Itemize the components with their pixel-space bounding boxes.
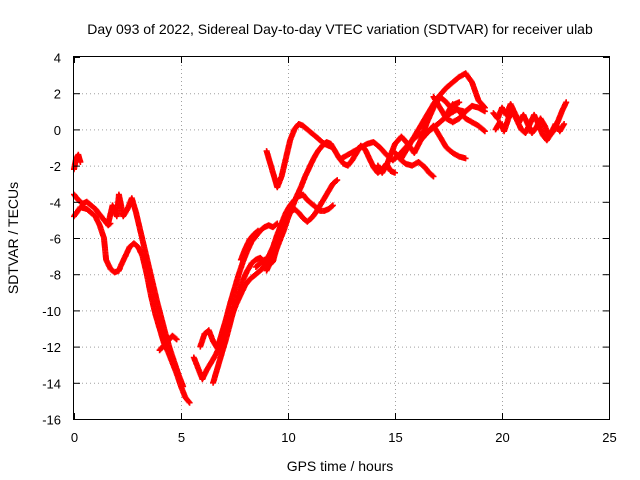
data-point: [180, 383, 187, 390]
data-point: [329, 144, 336, 151]
series-track-22: [492, 108, 568, 144]
data-point: [255, 227, 261, 234]
y-tick-label: -6: [49, 232, 61, 247]
data-point: [186, 399, 193, 406]
data-point: [430, 173, 437, 180]
data-series: [71, 70, 570, 406]
x-tick-label: 15: [388, 430, 402, 445]
series-track-11: [252, 177, 341, 270]
series-track-17: [430, 93, 488, 126]
data-point: [172, 335, 179, 342]
data-point: [456, 99, 463, 106]
y-tick-label: -2: [49, 159, 61, 174]
data-point: [561, 121, 568, 127]
data-point: [185, 398, 192, 405]
series-track-12: [237, 227, 261, 263]
series-track-9: [210, 191, 336, 386]
series-track-6: [156, 332, 180, 354]
x-axis-label: GPS time / hours: [287, 458, 394, 474]
chart-title: Day 093 of 2022, Sidereal Day-to-day VTE…: [87, 21, 593, 37]
x-tick-label: 25: [602, 430, 616, 445]
series-track-1: [71, 151, 84, 173]
series-track-2: [71, 204, 129, 276]
y-tick-label: 4: [54, 51, 61, 66]
series-track-18: [417, 122, 469, 162]
data-point: [329, 202, 336, 209]
axis-ticks: -16 -14 -12 -10 -8 -6 -4 -2 0 2 4 0 5 10 15 20 25: [42, 51, 617, 446]
data-point: [77, 159, 84, 165]
series-track-5: [105, 191, 187, 390]
y-tick-label: -14: [42, 376, 61, 391]
x-tick-label: 10: [281, 430, 295, 445]
data-point: [462, 155, 469, 162]
series-track-19: [396, 155, 437, 180]
grid: [74, 57, 609, 419]
data-point: [333, 178, 340, 184]
y-tick-label: -8: [49, 268, 61, 283]
data-point: [429, 172, 436, 179]
y-tick-label: -12: [42, 340, 61, 355]
x-tick-label: 5: [178, 430, 185, 445]
y-tick-label: -16: [42, 413, 61, 428]
y-tick-label: -10: [42, 304, 61, 319]
data-point: [254, 228, 260, 235]
data-point: [481, 128, 488, 135]
data-point: [563, 99, 570, 106]
data-point: [328, 203, 335, 210]
x-tick-label: 0: [71, 430, 78, 445]
data-point: [480, 127, 487, 134]
plot-frame: [73, 56, 610, 420]
y-tick-label: 2: [54, 87, 61, 102]
series-track-13: [263, 121, 336, 191]
y-axis-label: SDTVAR / TECUs: [5, 182, 21, 294]
data-point: [392, 169, 398, 176]
series-track-15: [392, 70, 488, 162]
data-point: [481, 108, 488, 115]
data-point: [173, 336, 180, 343]
y-tick-label: -4: [49, 195, 61, 210]
y-tick-label: 0: [54, 123, 61, 138]
series-track-20: [443, 101, 488, 135]
data-point: [334, 177, 341, 184]
x-tick-label: 20: [495, 430, 509, 445]
